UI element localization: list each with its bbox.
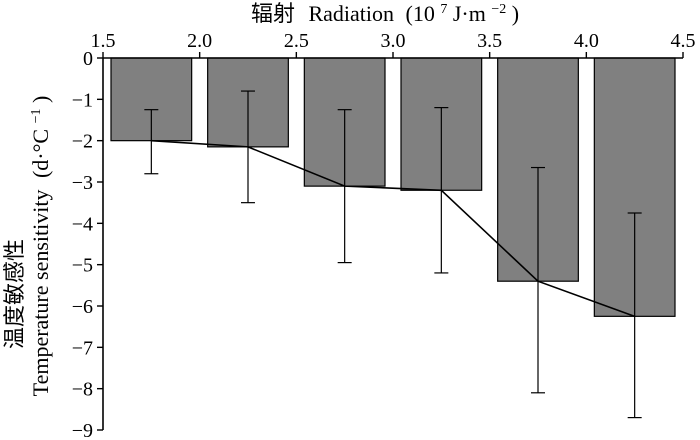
y-tick-label-7: −7: [72, 337, 93, 359]
errors-layer: [144, 90, 642, 419]
bars-layer: [110, 57, 676, 317]
y-tick-label-9: −9: [72, 420, 93, 440]
error-bar-2: [337, 109, 352, 264]
x-tick-label-1: 2.0: [187, 30, 212, 52]
x-axis-title-en: Radiation: [308, 1, 394, 26]
x-tick-label-2: 2.5: [284, 30, 309, 52]
y-axis-title: 温度敏感性 Temperature sensitivity (d·°C −1 ): [2, 96, 53, 397]
y-axis-title-en-line: Temperature sensitivity (d·°C −1 ): [20, 96, 53, 397]
y-tick-label-2: −2: [72, 131, 93, 153]
y-tick-label-3: −3: [72, 172, 93, 194]
x-axis-title-unit-close: ): [512, 1, 519, 26]
x-tick-label-3: 3.0: [381, 30, 406, 52]
error-bar-4: [531, 166, 545, 394]
x-tick-label-5: 4.0: [574, 30, 599, 52]
x-axis-title-cn: 辐射: [251, 1, 295, 26]
y-tick-label-5: −5: [72, 255, 93, 277]
error-bar-0: [144, 109, 159, 175]
x-tick-label-4: 3.5: [477, 30, 502, 52]
y-tick-label-1: −1: [72, 89, 93, 111]
y-axis-title-unit-open: (d·°C: [28, 129, 53, 178]
x-axis-title-unit-sup2: −2: [491, 2, 506, 17]
y-tick-label-4: −4: [72, 213, 93, 235]
x-axis-title-unit-mid: J·m: [453, 1, 486, 26]
y-tick-label-0: 0: [83, 48, 93, 70]
x-tick-label-6: 4.5: [671, 30, 696, 52]
y-axis-title-en: Temperature sensitivity: [28, 190, 53, 397]
y-tick-label-6: −6: [72, 296, 93, 318]
error-bar-1: [241, 90, 255, 204]
error-bar-5: [627, 212, 642, 419]
y-tick-label-8: −8: [72, 379, 93, 401]
x-axis-title-unit-open: (10: [406, 1, 435, 26]
error-bar-3: [434, 106, 449, 274]
trend-layer: [151, 139, 635, 318]
ticks-layer: 1.5 2.0 2.5 3.0 3.5 4.0 4.5 0 −1 −2 −3 −4 −5 −6 −7 −8 −9: [72, 30, 696, 440]
y-axis-title-cn: 温度敏感性: [2, 239, 27, 349]
y-axis-title-unit-close: ): [28, 96, 53, 103]
trend-line: [151, 139, 635, 318]
x-axis-title-unit-sup1: 7: [440, 2, 447, 17]
x-tick-label-0: 1.5: [91, 30, 116, 52]
x-axis-title: 辐射 Radiation (10 7 J·m −2 ): [251, 0, 519, 26]
y-axis-title-unit-sup: −1: [29, 109, 44, 124]
